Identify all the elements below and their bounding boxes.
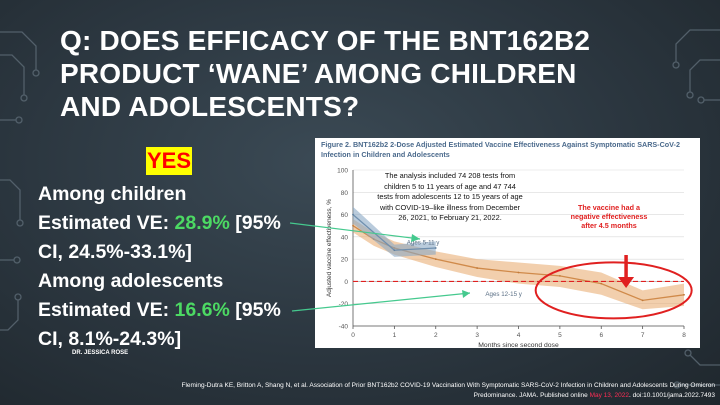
x-tick-label: 0 (351, 332, 355, 339)
series-label-adolescents: Ages 12-15 y (485, 291, 522, 298)
y-tick-label: -20 (339, 301, 349, 308)
data-point (434, 247, 437, 249)
data-point (558, 274, 561, 277)
ci-band-children (353, 206, 436, 257)
yes-badge: YES (146, 147, 192, 175)
y-tick-label: -40 (339, 324, 349, 331)
children-arrow-head (411, 234, 420, 242)
negative-note: The vaccine had a negative effectiveness… (570, 203, 648, 230)
data-point (517, 271, 520, 274)
findings-text: Among children Estimated VE: 28.9% [95% … (38, 180, 320, 354)
data-point (683, 293, 685, 296)
x-tick-label: 3 (475, 332, 479, 339)
study-note: The analysis included 74 208 tests from … (377, 171, 523, 222)
children-ve-line: Estimated VE: 28.9% [95% (38, 209, 320, 238)
citation-text-a: Fleming-Dutra KE, Britton A, Shang N, et… (181, 382, 715, 389)
children-ve-value: 28.9% (174, 212, 230, 234)
data-point (352, 224, 354, 227)
citation-date: May 13, 2022 (589, 392, 629, 399)
x-tick-label: 2 (434, 332, 438, 339)
data-point (600, 282, 603, 285)
data-point (434, 258, 437, 261)
y-tick-label: 40 (341, 234, 349, 241)
children-heading: Among children (38, 183, 187, 205)
slide-title: Q: Does efficacy of the BNT162b2 product… (60, 25, 591, 122)
citation-text-b: Predominance. JAMA. Published online (473, 392, 590, 399)
series-label-children: Ages 5-11 y (407, 240, 440, 247)
ve-chart: -40 -20 0 20 40 60 80 100 0 1 2 3 4 5 6 7 8 Months since … (326, 168, 693, 348)
x-tick-label: 6 (599, 332, 603, 339)
x-tick-label: 4 (517, 332, 521, 339)
y-tick-label: 20 (341, 257, 349, 264)
x-tick-label: 7 (641, 332, 645, 339)
x-tick-label: 5 (558, 332, 562, 339)
byline: DR. JESSICA ROSE (72, 350, 129, 356)
adolescents-ve-prefix: Estimated VE: (38, 299, 175, 321)
children-ve-prefix: Estimated VE: (38, 212, 175, 234)
adolescents-ci-start: [95% (229, 299, 281, 321)
negative-region-circle (534, 261, 693, 320)
children-arrow (289, 222, 421, 240)
x-axis-label: Months since second dose (478, 342, 559, 348)
x-tick-label: 8 (682, 332, 686, 339)
y-tick-label: 60 (341, 212, 349, 219)
red-arrow-head (618, 277, 635, 288)
data-point (352, 213, 354, 216)
y-tick-label: 80 (341, 190, 349, 197)
citation: Fleming-Dutra KE, Britton A, Shang N, et… (160, 381, 715, 401)
adolescents-ci: CI, 8.1%-24.3%] (38, 328, 182, 350)
children-ci: CI, 24.5%-33.1%] (38, 241, 192, 263)
adolescents-heading: Among adolescents (38, 270, 224, 292)
data-point (476, 267, 479, 269)
y-tick-label: 0 (344, 279, 348, 286)
data-point (393, 249, 396, 252)
ci-band-adolescents (353, 219, 684, 310)
y-axis-label: Adjusted vaccine effectiveness, % (326, 199, 333, 297)
figure-panel: Figure 2. BNT162b2 2-Dose Adjusted Estim… (315, 138, 700, 348)
adolescents-ve-line: Estimated VE: 16.6% [95% (38, 296, 320, 325)
adolescents-arrow (291, 292, 471, 312)
y-tick-label: 100 (337, 168, 348, 175)
adolescents-arrow-head (462, 290, 470, 298)
chart-title: Figure 2. BNT162b2 2-Dose Adjusted Estim… (321, 140, 680, 159)
children-ci-start: [95% (229, 212, 281, 234)
x-tick-label: 1 (393, 332, 397, 339)
citation-text-c: . doi:10.1001/jama.2022.7493 (628, 392, 715, 399)
data-point (641, 299, 644, 302)
adolescents-ve-value: 16.6% (174, 299, 230, 321)
